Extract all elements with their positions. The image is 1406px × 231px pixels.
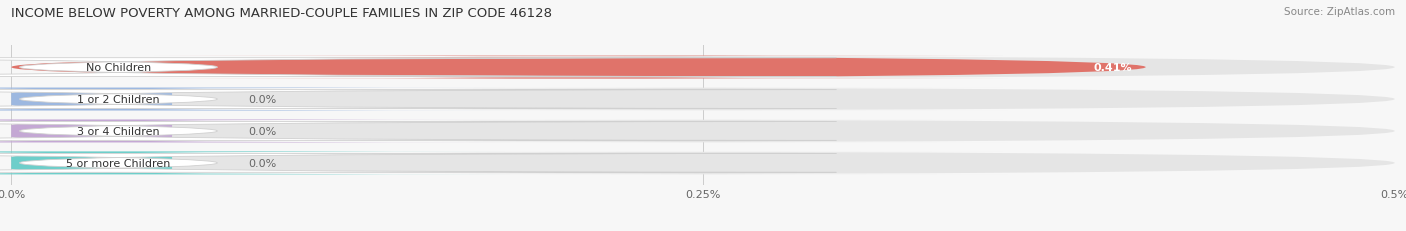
FancyBboxPatch shape — [0, 58, 837, 77]
Text: 5 or more Children: 5 or more Children — [66, 158, 170, 168]
FancyBboxPatch shape — [0, 88, 509, 111]
Text: 0.0%: 0.0% — [247, 95, 276, 105]
FancyBboxPatch shape — [11, 152, 1395, 175]
FancyBboxPatch shape — [11, 56, 1146, 79]
Text: No Children: No Children — [86, 63, 150, 73]
Text: 0.0%: 0.0% — [247, 126, 276, 136]
FancyBboxPatch shape — [0, 154, 837, 173]
FancyBboxPatch shape — [11, 88, 1395, 111]
FancyBboxPatch shape — [11, 120, 1395, 143]
Text: INCOME BELOW POVERTY AMONG MARRIED-COUPLE FAMILIES IN ZIP CODE 46128: INCOME BELOW POVERTY AMONG MARRIED-COUPL… — [11, 7, 553, 20]
Text: Source: ZipAtlas.com: Source: ZipAtlas.com — [1284, 7, 1395, 17]
Text: 1 or 2 Children: 1 or 2 Children — [77, 95, 160, 105]
FancyBboxPatch shape — [0, 122, 837, 141]
Text: 3 or 4 Children: 3 or 4 Children — [77, 126, 160, 136]
FancyBboxPatch shape — [0, 152, 509, 175]
Text: 0.41%: 0.41% — [1094, 63, 1132, 73]
Text: 0.0%: 0.0% — [247, 158, 276, 168]
FancyBboxPatch shape — [0, 90, 837, 109]
FancyBboxPatch shape — [0, 120, 509, 143]
FancyBboxPatch shape — [11, 56, 1395, 79]
